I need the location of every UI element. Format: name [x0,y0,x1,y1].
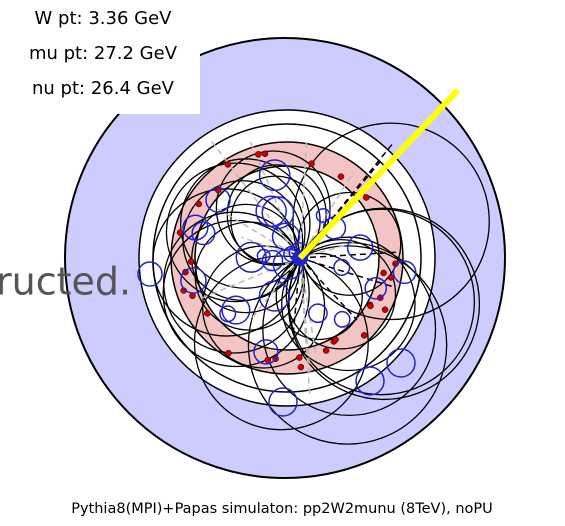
ecal-hit [196,201,202,207]
ecal-hit [363,194,369,200]
detector-view: W pt: 3.36 GeV mu pt: 27.2 GeV nu pt: 26… [0,0,565,526]
ecal-hit [333,337,339,343]
ecal-hit [265,357,271,363]
ecal-hit [388,274,394,280]
event-display: W pt: 3.36 GeV mu pt: 27.2 GeV nu pt: 26… [0,0,565,526]
ecal-hit [225,161,231,167]
info-line: W pt: 3.36 GeV [35,8,173,29]
ecal-hit [204,310,210,316]
ecal-hit [381,270,387,276]
ecal-hit [255,151,261,157]
ecal-hit [188,259,194,265]
ecal-hit [262,151,268,157]
ecal-hit [309,161,315,167]
ecal-hit [177,230,183,236]
caption: Pythia8(MPI)+Papas simulaton: pp2W2munu … [71,501,493,517]
ecal-hit [323,348,329,354]
ecal-hit [361,332,367,338]
overlay-text: ructed. [0,260,131,304]
ecal-hit [296,355,302,361]
ecal-hit [225,350,231,356]
ecal-hit [338,174,344,180]
ecal-hit [367,303,373,309]
ecal-hit [298,364,304,370]
ecal-hit [382,307,388,313]
info-line: mu pt: 27.2 GeV [29,43,178,64]
info-line: nu pt: 26.4 GeV [32,78,175,99]
